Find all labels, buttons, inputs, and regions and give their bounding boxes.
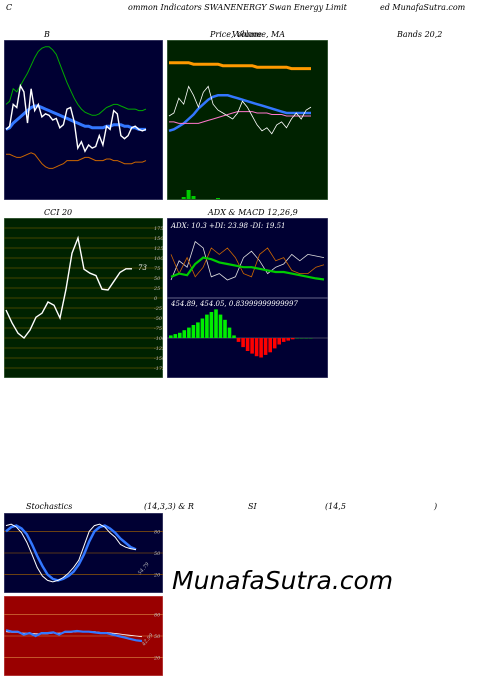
cci-tick-label: 125: [154, 246, 163, 252]
cci-tick-label: 50: [154, 276, 161, 282]
bollinger-price-line: [5, 83, 147, 153]
bollinger-subtitle: Bands 20,2: [397, 30, 443, 39]
macd-hist-bar: [245, 338, 250, 351]
macd-hist-bar: [277, 338, 281, 345]
macd-hist-bar: [272, 338, 277, 349]
price-panel: [167, 40, 328, 200]
macd-hist-bar: [268, 338, 272, 353]
rsi-tick-label: 50: [154, 634, 161, 640]
rsi-tick-label: 20: [153, 656, 161, 662]
rsi-line: [5, 629, 143, 643]
macd-hist-bar: [241, 338, 245, 348]
adx-line: [170, 256, 325, 281]
price-ma-mid-line: [168, 94, 311, 132]
stoch-tick-label: 50: [154, 551, 161, 557]
price-title: Price, Volume, MA: [210, 30, 286, 39]
cci-tick-label: -100: [154, 336, 163, 342]
price-ma-long-line: [169, 61, 311, 71]
price-ma-short-line: [169, 111, 311, 124]
cci-tick-label: 100: [154, 256, 163, 262]
adx-chart: ADX: 10.3 +DI: 23.98 -DI: 19.51: [167, 218, 328, 298]
cci-tick-label: -175: [154, 366, 163, 372]
rsi-title: SI: [248, 502, 257, 511]
cci-title: CCI 20: [44, 208, 73, 217]
cci-tick-label: 0: [154, 296, 158, 302]
rsi-params: (14,5: [325, 502, 346, 511]
cci-chart: 73 1751501251007550250-25-50-75-100-125-…: [4, 218, 163, 378]
macd-hist-bar: [169, 335, 173, 338]
cci-tick-label: -50: [154, 316, 163, 322]
macd-hist-bar: [200, 318, 205, 338]
price-overlay: Volume: [232, 30, 262, 39]
cci-tick-label: -150: [154, 356, 163, 362]
cci-tick-label: 175: [154, 226, 163, 232]
macd-panel: 454.89, 454.05, 0.83999999999997: [167, 298, 328, 378]
macd-hist-bar: [187, 327, 191, 338]
adx-panel: ADX: 10.3 +DI: 23.98 -DI: 19.51: [167, 218, 328, 298]
stoch-d-line: [5, 524, 137, 582]
adx-plus-di-line: [170, 240, 325, 281]
cci-tick-label: 150: [154, 236, 163, 242]
watermark: MunafaSutra.com: [172, 566, 394, 595]
macd-hist-bar: [173, 334, 178, 338]
macd-hist-bar: [290, 338, 295, 340]
cci-line: [5, 235, 132, 339]
price-chart: [167, 40, 328, 200]
header-center: ommon Indicators SWANENERGY Swan Energy …: [128, 3, 347, 12]
header-right: ed MunafaSutra.com: [380, 3, 466, 12]
stoch-panel: 54.79 80 50 20: [4, 513, 163, 593]
macd-hist-bar: [263, 338, 268, 355]
rsi-tick-label: 80: [154, 612, 161, 618]
header-left: C: [6, 3, 13, 12]
adx-minus-di-line: [170, 247, 325, 278]
rsi-panel: 42.99 80 50 20: [4, 596, 163, 676]
macd-hist-bar: [178, 332, 182, 338]
macd-hist-bar: [209, 312, 214, 338]
cci-tick-label: -25: [154, 306, 162, 312]
macd-chart: 454.89, 454.05, 0.83999999999997: [167, 298, 328, 378]
bollinger-panel: [4, 40, 163, 200]
macd-hist-bar: [196, 322, 200, 338]
cci-tick-label: -75: [154, 326, 162, 332]
cci-tick-label: 25: [153, 286, 160, 292]
adx-title: ADX & MACD 12,26,9: [208, 208, 298, 217]
volume-bar: [191, 196, 196, 199]
bollinger-upper-line: [5, 46, 147, 116]
macd-hist-bar: [214, 309, 218, 338]
macd-hist-bar: [205, 314, 209, 338]
stoch-title: Stochastics: [26, 502, 73, 511]
macd-hist-bar: [223, 319, 227, 338]
macd-hist-bar: [218, 314, 223, 338]
adx-readout: ADX: 10.3 +DI: 23.98 -DI: 19.51: [170, 222, 286, 230]
cci-panel: 73 1751501251007550250-25-50-75-100-125-…: [4, 218, 163, 378]
macd-readout: 454.89, 454.05, 0.83999999999997: [170, 300, 298, 308]
cci-tick-label: -125: [154, 346, 163, 352]
macd-hist-bar: [191, 325, 196, 338]
macd-hist-bar: [250, 338, 254, 354]
stoch-params: (14,3,3) & R: [144, 502, 194, 511]
cci-tick-label: 75: [154, 266, 160, 272]
bollinger-title: B: [44, 30, 50, 39]
bollinger-lower-line: [6, 152, 147, 169]
volume-bar: [186, 190, 191, 199]
macd-hist-bar: [227, 327, 232, 338]
macd-hist-bar: [286, 338, 290, 341]
bollinger-chart: [4, 40, 163, 200]
macd-hist-bar: [236, 338, 241, 342]
rsi-close: ): [434, 502, 438, 511]
price-line: [168, 85, 312, 135]
macd-hist-bar: [254, 338, 259, 357]
stoch-k-line: [5, 523, 137, 583]
macd-hist-bar: [259, 338, 263, 358]
macd-hist-bar: [232, 335, 236, 338]
volume-bar: [181, 197, 186, 199]
stoch-tick-label: 20: [153, 573, 161, 579]
volume-bar: [216, 198, 220, 199]
macd-hist-bar: [281, 338, 286, 342]
macd-hist-bar: [182, 330, 187, 338]
stoch-tick-label: 80: [154, 529, 161, 535]
